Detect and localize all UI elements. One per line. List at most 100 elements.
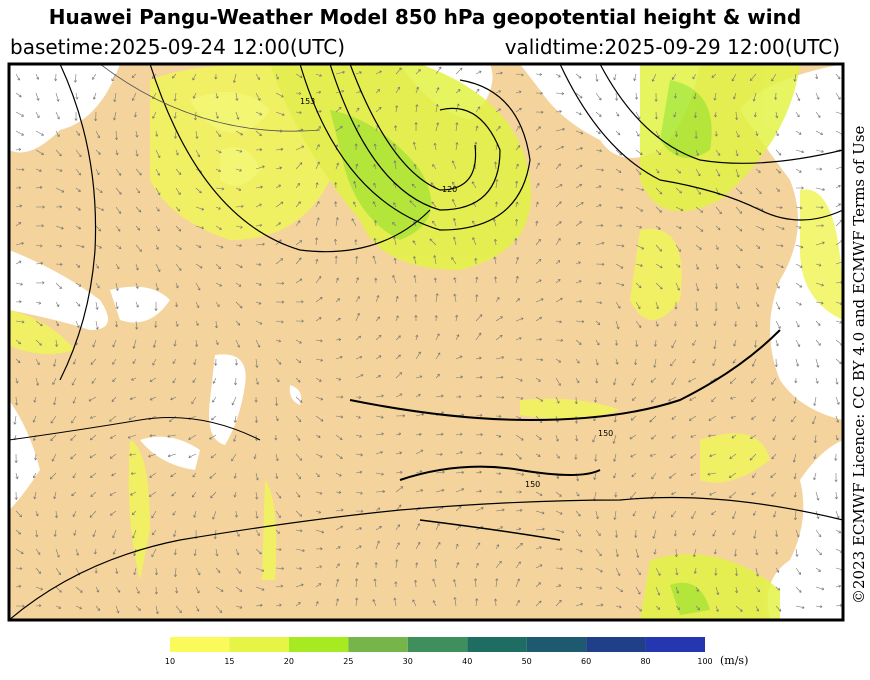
- contour-label: 120: [442, 185, 457, 194]
- wind-arrow: [235, 339, 240, 348]
- wind-arrow: [815, 130, 824, 136]
- wind-arrow: [594, 453, 598, 462]
- wind-arrow: [795, 358, 799, 367]
- wind-arrow: [170, 396, 177, 401]
- wind-arrow: [555, 434, 559, 442]
- wind-arrow: [394, 125, 398, 132]
- wind-arrow: [575, 491, 580, 497]
- wind-arrow: [494, 161, 498, 170]
- wind-arrow: [174, 130, 178, 139]
- wind-arrow: [635, 263, 643, 267]
- wind-arrow: [174, 301, 179, 308]
- wind-arrow: [15, 472, 19, 480]
- wind-arrow: [655, 187, 663, 195]
- wind-arrow: [175, 225, 182, 232]
- wind-arrow: [372, 599, 377, 607]
- wind-arrow: [132, 529, 137, 539]
- wind-arrow: [195, 567, 201, 576]
- wind-arrow: [33, 396, 37, 403]
- wind-arrow: [655, 301, 660, 310]
- wind-arrow: [113, 111, 117, 121]
- colorbar-segment: [526, 637, 587, 652]
- wind-arrows: [13, 66, 843, 615]
- wind-arrow: [73, 529, 77, 536]
- wind-arrow: [35, 339, 42, 346]
- wind-arrow: [55, 168, 63, 172]
- wind-arrow: [595, 510, 599, 520]
- wind-arrow: [775, 111, 779, 119]
- wind-arrow: [375, 375, 381, 379]
- wind-arrow: [455, 451, 463, 455]
- wind-arrow: [315, 601, 319, 607]
- wind-arrow: [315, 434, 321, 438]
- wind-arrow: [555, 163, 561, 170]
- wind-arrow: [55, 225, 64, 230]
- wind-arrow: [191, 396, 197, 405]
- wind-arrow: [133, 548, 137, 557]
- wind-arrow: [815, 529, 822, 538]
- wind-arrow: [335, 598, 340, 607]
- wind-arrow: [471, 181, 477, 189]
- wind-arrow: [192, 92, 197, 99]
- wind-arrow: [95, 130, 101, 139]
- wind-arrow: [395, 486, 404, 493]
- wind-arrow: [453, 293, 457, 303]
- wind-arrow: [714, 130, 718, 137]
- wind-arrow: [135, 168, 142, 176]
- wind-arrow: [35, 567, 42, 574]
- wind-arrow: [73, 73, 77, 83]
- wind-arrow: [195, 130, 199, 139]
- wind-arrow: [653, 358, 657, 368]
- wind-arrow: [655, 605, 661, 610]
- wind-arrow: [135, 187, 140, 194]
- wind-arrow: [495, 472, 502, 476]
- wind-arrow: [455, 562, 460, 569]
- wind-arrow: [715, 206, 722, 215]
- wind-arrow: [635, 301, 641, 310]
- wind-arrow: [535, 258, 542, 265]
- wind-arrow: [215, 111, 219, 119]
- wind-arrow: [835, 529, 842, 534]
- wind-arrow: [374, 562, 378, 569]
- wind-arrow: [195, 301, 200, 309]
- wind-arrow: [435, 66, 442, 75]
- wind-arrow: [729, 377, 737, 384]
- wind-arrow: [668, 396, 677, 402]
- wind-arrow: [695, 586, 699, 592]
- wind-arrow: [415, 562, 419, 569]
- wind-arrow: [675, 168, 681, 174]
- wind-arrow: [275, 281, 285, 285]
- wind-arrow: [772, 434, 777, 441]
- wind-arrow: [730, 415, 737, 419]
- wind-arrow: [515, 542, 523, 550]
- wind-arrow: [709, 491, 717, 496]
- wind-arrow: [751, 415, 757, 420]
- wind-arrow: [615, 282, 625, 287]
- wind-arrow: [735, 111, 739, 121]
- wind-arrow: [775, 567, 780, 573]
- wind-arrow: [595, 92, 602, 101]
- wind-arrow: [574, 396, 578, 405]
- wind-arrow: [275, 529, 280, 534]
- wind-arrow: [595, 168, 604, 172]
- wind-arrow: [255, 223, 263, 227]
- wind-arrow: [35, 586, 43, 591]
- wind-arrow: [793, 73, 797, 82]
- wind-arrow: [695, 187, 702, 195]
- wind-arrow: [613, 472, 617, 479]
- wind-arrow: [692, 339, 697, 346]
- wind-arrow: [275, 472, 279, 479]
- wind-arrow: [315, 237, 319, 246]
- wind-arrow: [613, 510, 617, 520]
- wind-arrow: [435, 394, 444, 398]
- wind-arrow: [835, 92, 841, 100]
- wind-arrow: [75, 187, 81, 192]
- wind-arrow: [255, 130, 262, 137]
- wind-arrow: [235, 92, 239, 101]
- wind-arrow: [315, 358, 324, 362]
- wind-arrow: [654, 92, 658, 102]
- wind-arrow: [55, 244, 62, 248]
- contour-labels: 120 150 150 153: [300, 97, 613, 489]
- wind-arrow: [109, 491, 117, 496]
- wind-arrow: [791, 415, 797, 423]
